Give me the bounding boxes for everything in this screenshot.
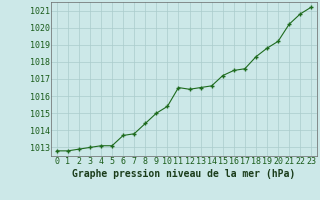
X-axis label: Graphe pression niveau de la mer (hPa): Graphe pression niveau de la mer (hPa): [72, 169, 296, 179]
